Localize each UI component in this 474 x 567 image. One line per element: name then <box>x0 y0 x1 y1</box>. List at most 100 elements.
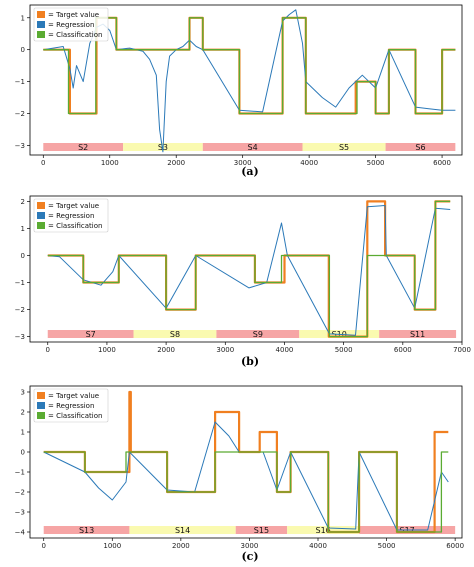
x-tick-label: 6000 <box>394 346 412 354</box>
panel-caption: (c) <box>241 550 258 563</box>
legend-swatch-classification <box>37 31 45 38</box>
y-tick-label: 0 <box>21 252 25 260</box>
axes-frame <box>29 385 463 539</box>
panel-caption: (b) <box>241 355 259 368</box>
regression-series-line <box>43 421 449 531</box>
y-tick-label: −2 <box>15 489 25 497</box>
x-tick-label: 5000 <box>378 542 396 550</box>
segment-label: S13 <box>79 526 94 535</box>
x-tick-label: 7000 <box>453 346 471 354</box>
x-tick-label: 2000 <box>172 542 190 550</box>
legend-label-regression: = Regression <box>48 402 94 410</box>
legend-swatch-target <box>37 202 45 209</box>
legend-label-target: = Target value <box>48 11 99 19</box>
x-tick-label: 4000 <box>300 159 318 167</box>
y-tick-label: −2 <box>15 306 25 314</box>
y-tick-label: −3 <box>15 509 25 517</box>
legend-label-target: = Target value <box>48 392 99 400</box>
segment-bar <box>287 526 360 534</box>
segment-bar <box>302 143 386 151</box>
x-tick-label: 2000 <box>167 159 185 167</box>
legend-swatch-classification <box>37 412 45 419</box>
y-tick-label: 1 <box>21 429 25 437</box>
segment-bar <box>202 143 303 151</box>
segment-bar <box>43 526 130 534</box>
legend-label-regression: = Regression <box>48 21 94 29</box>
y-tick-label: 0 <box>21 449 25 457</box>
x-tick-label: 6000 <box>446 542 464 550</box>
legend-swatch-classification <box>37 222 45 229</box>
segment-bar <box>47 330 134 338</box>
legend-label-regression: = Regression <box>48 212 94 220</box>
x-tick-label: 1000 <box>98 346 116 354</box>
panel-caption: (a) <box>241 165 259 178</box>
legend-swatch-target <box>37 11 45 18</box>
y-tick-label: −3 <box>15 333 25 341</box>
segment-label: S14 <box>175 526 190 535</box>
y-tick-label: 1 <box>21 225 25 233</box>
segment-bar <box>385 143 456 151</box>
x-tick-label: 5000 <box>367 159 385 167</box>
chart-panel-1: S2 S3 S4 S5 S60 1000 2000 3000 4000 5000 600010−1−… <box>15 4 463 178</box>
x-tick-label: 5000 <box>335 346 353 354</box>
segment-label: S5 <box>339 143 349 152</box>
x-tick-label: 0 <box>41 542 45 550</box>
axes-frame <box>29 4 463 156</box>
segment-bar <box>43 143 124 151</box>
segment-label: S7 <box>86 330 96 339</box>
x-tick-label: 4000 <box>309 542 327 550</box>
legend: = Target value = Regression = Classificati… <box>33 7 109 42</box>
legend-swatch-target <box>37 392 45 399</box>
segment-label: S15 <box>254 526 269 535</box>
classification-series-line <box>43 451 449 533</box>
legend-box <box>33 198 109 233</box>
y-tick-label: 3 <box>21 389 25 397</box>
segment-bar <box>379 330 457 338</box>
x-tick-label: 0 <box>41 159 45 167</box>
y-tick-label: −1 <box>15 78 25 86</box>
y-tick-label: −3 <box>15 142 25 150</box>
legend: = Target value = Regression = Classificati… <box>33 198 109 233</box>
segment-label: S11 <box>410 330 425 339</box>
legend-label-classification: = Classification <box>48 412 102 420</box>
x-tick-label: 6000 <box>433 159 451 167</box>
legend: = Target value = Regression = Classificati… <box>33 388 109 423</box>
x-tick-label: 1000 <box>101 159 119 167</box>
y-tick-label: 2 <box>21 198 25 206</box>
x-tick-label: 1000 <box>103 542 121 550</box>
y-tick-label: −1 <box>15 469 25 477</box>
segment-label: S8 <box>170 330 180 339</box>
segment-label: S2 <box>78 143 88 152</box>
legend-swatch-regression <box>37 212 45 219</box>
segment-bar <box>235 526 288 534</box>
y-tick-label: −4 <box>15 529 26 537</box>
segment-bar <box>216 330 300 338</box>
segment-bar <box>133 330 217 338</box>
y-tick-label: 2 <box>21 409 25 417</box>
y-tick-label: −1 <box>15 279 25 287</box>
legend-box <box>33 388 109 423</box>
x-tick-label: 0 <box>46 346 50 354</box>
legend-swatch-regression <box>37 402 45 409</box>
legend-swatch-regression <box>37 21 45 28</box>
x-tick-label: 3000 <box>216 346 234 354</box>
x-tick-label: 3000 <box>234 159 252 167</box>
x-tick-label: 4000 <box>276 346 294 354</box>
classification-series-line <box>47 200 451 338</box>
segment-label: S6 <box>415 143 425 152</box>
y-tick-label: 0 <box>21 46 25 54</box>
legend-label-target: = Target value <box>48 202 99 210</box>
segment-label: S16 <box>316 526 331 535</box>
segment-label: S9 <box>253 330 263 339</box>
x-tick-label: 3000 <box>241 542 259 550</box>
y-tick-label: 1 <box>21 14 25 22</box>
axes-frame <box>29 195 463 343</box>
segment-label: S4 <box>248 143 258 152</box>
legend-box <box>33 7 109 42</box>
segment-bar <box>129 526 236 534</box>
legend-label-classification: = Classification <box>48 222 102 230</box>
y-tick-label: −2 <box>15 110 25 118</box>
